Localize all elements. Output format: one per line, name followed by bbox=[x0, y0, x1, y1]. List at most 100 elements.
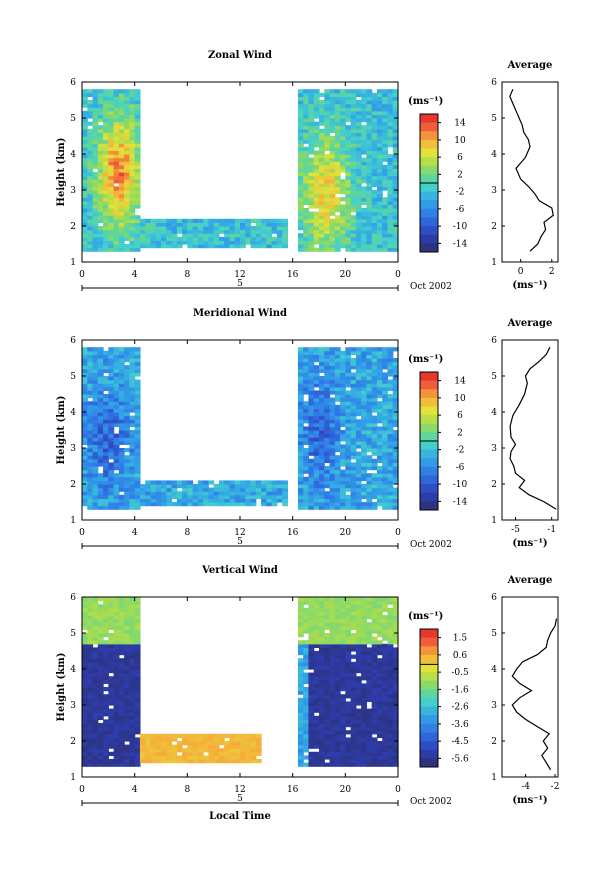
profile-y-tick-label: 5 bbox=[491, 372, 497, 382]
y-tick-label: 6 bbox=[70, 336, 76, 346]
profile-frame bbox=[501, 81, 559, 263]
profile-y-tick-label: 1 bbox=[491, 516, 497, 526]
x-axis-label: Local Time bbox=[209, 811, 271, 822]
colorbar-tick-label: -2 bbox=[456, 188, 465, 198]
day-label: 5 bbox=[237, 794, 243, 804]
colorbar-tick-label: 1.5 bbox=[453, 634, 468, 644]
colorbar-band bbox=[420, 200, 438, 210]
x-tick-label: 4 bbox=[132, 785, 138, 795]
colorbar-band bbox=[420, 466, 438, 476]
x-tick-label: 8 bbox=[184, 528, 190, 538]
colorbar-band bbox=[420, 646, 438, 656]
profile-y-tick-label: 3 bbox=[491, 186, 497, 196]
x-tick-label: 0 bbox=[395, 270, 401, 280]
heatmap-cells bbox=[82, 597, 399, 767]
profile-y-tick-label: 2 bbox=[491, 222, 497, 232]
colorbar-band bbox=[420, 432, 438, 442]
colorbar-tick-label: 10 bbox=[454, 394, 466, 404]
date-label: Oct 2002 bbox=[410, 540, 452, 550]
profile-title: Average bbox=[507, 575, 553, 586]
colorbar-tick-label: -2.6 bbox=[451, 703, 469, 713]
colorbar-band bbox=[420, 458, 438, 468]
y-tick-label: 2 bbox=[70, 737, 76, 747]
colorbar-band bbox=[420, 698, 438, 708]
colorbar-band bbox=[420, 758, 438, 768]
colorbar-tick-label: -0.5 bbox=[451, 668, 469, 678]
heatmap-cells bbox=[82, 89, 399, 252]
colorbar-band bbox=[420, 243, 438, 253]
profile-frame bbox=[501, 339, 559, 521]
colorbar-band bbox=[420, 629, 438, 639]
profile-frame bbox=[501, 596, 559, 778]
colorbar-band bbox=[420, 389, 438, 399]
profile-y-tick-label: 5 bbox=[491, 114, 497, 124]
colorbar: 1.5 0.6 -0.5 -1.6 -2.6 -3.6 -4.5 -5.6 bbox=[419, 628, 469, 768]
colorbar-tick-label: 2 bbox=[457, 170, 463, 180]
colorbar-band bbox=[420, 663, 438, 673]
colorbar-unit: (ms⁻¹) bbox=[408, 611, 443, 622]
y-tick-label: 3 bbox=[70, 701, 76, 711]
profile-y-tick-label: 1 bbox=[491, 773, 497, 783]
colorbar-band bbox=[420, 723, 438, 733]
colorbar-tick-label: 2 bbox=[457, 428, 463, 438]
colorbar-band bbox=[420, 148, 438, 158]
colorbar-band bbox=[420, 741, 438, 751]
x-tick-label: 4 bbox=[132, 270, 138, 280]
chart-title: Meridional Wind bbox=[193, 308, 287, 319]
colorbar-tick-label: -6 bbox=[456, 205, 465, 215]
colorbar-band bbox=[420, 397, 438, 407]
colorbar-unit: (ms⁻¹) bbox=[408, 96, 443, 107]
y-tick-label: 2 bbox=[70, 222, 76, 232]
colorbar-band bbox=[420, 131, 438, 141]
colorbar-frame bbox=[419, 628, 439, 768]
y-tick-label: 1 bbox=[70, 773, 76, 783]
x-tick-label: 0 bbox=[79, 785, 85, 795]
colorbar-tick-label: 6 bbox=[457, 153, 463, 163]
x-tick-label: 4 bbox=[132, 528, 138, 538]
colorbar-band bbox=[420, 689, 438, 699]
chart-title: Vertical Wind bbox=[201, 565, 278, 576]
x-tick-label: 0 bbox=[395, 528, 401, 538]
x-tick-label: 0 bbox=[79, 270, 85, 280]
colorbar-band bbox=[420, 380, 438, 390]
y-tick-label: 4 bbox=[70, 150, 76, 160]
colorbar-tick-label: -6 bbox=[456, 463, 465, 473]
profile-x-tick-label: -5 bbox=[511, 525, 520, 535]
x-tick-label: 12 bbox=[234, 528, 245, 538]
colorbar-band bbox=[420, 441, 438, 451]
colorbar-band bbox=[420, 449, 438, 459]
colorbar-tick-label: -5.6 bbox=[451, 754, 469, 764]
colorbar-band bbox=[420, 484, 438, 494]
profile-x-label: (ms⁻¹) bbox=[512, 538, 547, 549]
colorbar-band bbox=[420, 114, 438, 124]
colorbar-band bbox=[420, 157, 438, 167]
x-tick-label: 16 bbox=[287, 528, 299, 538]
colorbar-band bbox=[420, 415, 438, 425]
profile-y-tick-label: 4 bbox=[491, 408, 497, 418]
colorbar-tick-label: -3.6 bbox=[451, 720, 469, 730]
profile-line bbox=[509, 88, 554, 252]
y-tick-label: 6 bbox=[70, 78, 76, 88]
date-label: Oct 2002 bbox=[410, 282, 452, 292]
profile-title: Average bbox=[507, 318, 553, 329]
date-label: Oct 2002 bbox=[410, 797, 452, 807]
profile-y-tick-label: 4 bbox=[491, 665, 497, 675]
colorbar-tick-label: 10 bbox=[454, 136, 466, 146]
colorbar-band bbox=[420, 191, 438, 201]
profile-x-label: (ms⁻¹) bbox=[512, 280, 547, 291]
y-tick-label: 3 bbox=[70, 444, 76, 454]
colorbar-band bbox=[420, 372, 438, 382]
colorbar-tick-label: 14 bbox=[454, 119, 466, 129]
colorbar-band bbox=[420, 672, 438, 682]
average-profile: Average 1 2 3 4 5 6 -4 -2 (ms⁻¹) bbox=[491, 575, 559, 806]
colorbar: 14 10 6 2 -2 -6 -10 -14 bbox=[419, 371, 468, 511]
y-tick-label: 5 bbox=[70, 114, 76, 124]
y-tick-label: 1 bbox=[70, 516, 76, 526]
colorbar-band bbox=[420, 637, 438, 647]
profile-y-tick-label: 2 bbox=[491, 737, 497, 747]
colorbar-band bbox=[420, 208, 438, 218]
y-tick-label: 3 bbox=[70, 186, 76, 196]
